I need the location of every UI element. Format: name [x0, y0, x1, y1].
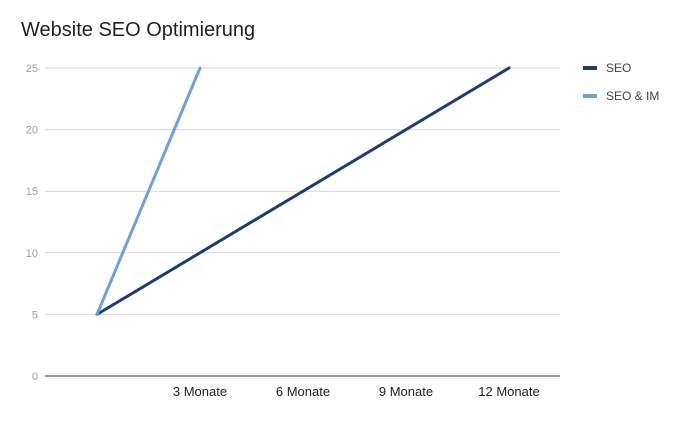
y-tick-label: 20: [26, 125, 38, 137]
legend-label: SEO & IM: [606, 89, 659, 103]
chart-title: Website SEO Optimierung: [21, 19, 256, 41]
x-tick-label: 3 Monate: [173, 384, 227, 399]
y-tick-label: 0: [32, 371, 38, 383]
x-tick-label: 12 Monate: [478, 384, 539, 399]
y-tick-label: 25: [26, 63, 38, 75]
y-tick-label: 15: [26, 186, 38, 198]
x-tick-label: 6 Monate: [276, 384, 330, 399]
legend-label: SEO: [606, 61, 631, 75]
y-tick-label: 10: [26, 248, 38, 260]
y-tick-label: 5: [32, 309, 38, 321]
series-line-1: [95, 66, 511, 316]
series-line-2: [95, 66, 202, 316]
x-tick-label: 9 Monate: [379, 384, 433, 399]
